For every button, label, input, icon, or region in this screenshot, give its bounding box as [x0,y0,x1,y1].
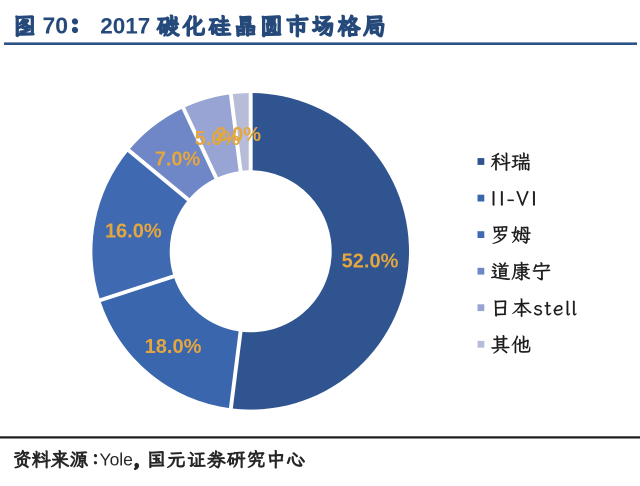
svg-text:Yole: Yole [100,449,133,469]
svg-text:5.0%: 5.0% [195,128,241,150]
svg-text:18.0%: 18.0% [145,336,202,358]
svg-text:16.0%: 16.0% [105,221,162,243]
svg-text:2017: 2017 [100,14,150,39]
svg-text:52.0%: 52.0% [342,250,399,272]
svg-text:7.0%: 7.0% [155,149,201,171]
svg-text:2.0%: 2.0% [215,124,261,146]
svg-text:70: 70 [43,13,69,39]
